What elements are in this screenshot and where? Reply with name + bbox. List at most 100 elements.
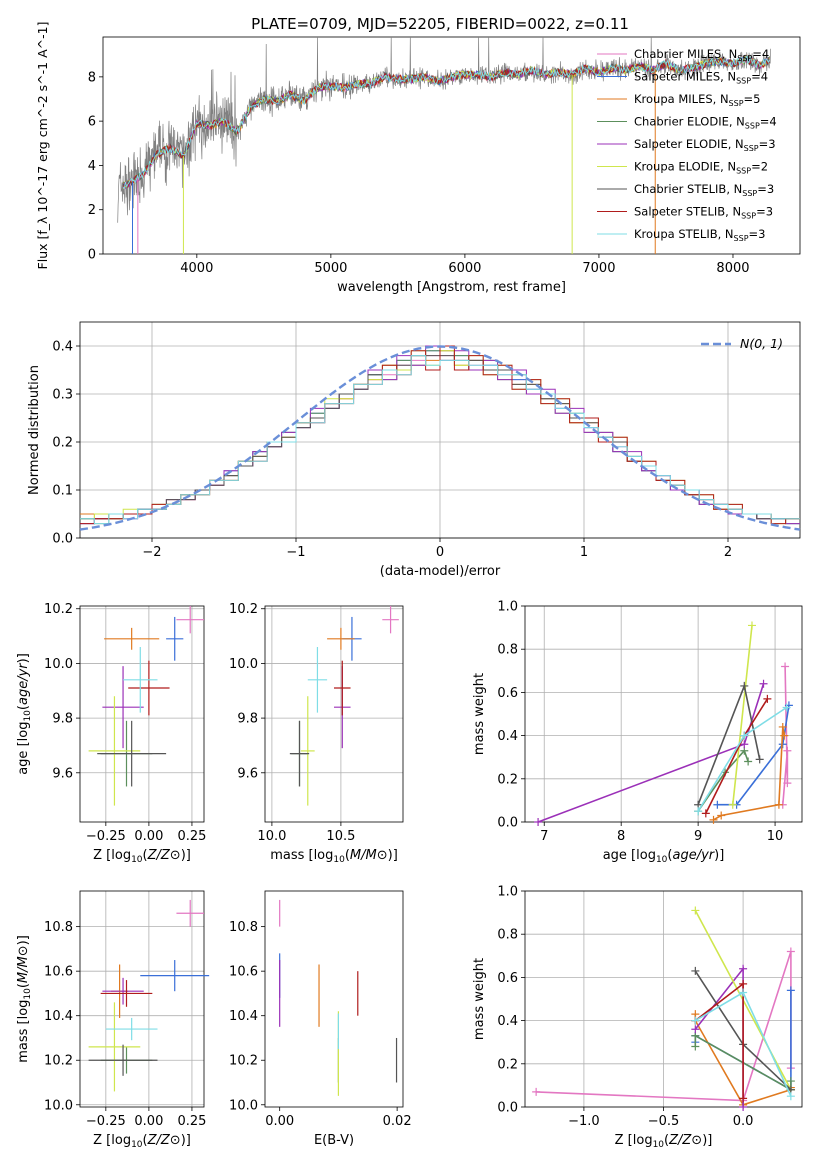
weight-marker-kroupa-elodie <box>691 906 700 915</box>
y-tick-label: 0.0 <box>52 532 73 547</box>
x-tick-label: 7 <box>540 829 548 844</box>
weight-marker-chabrier-stelib <box>755 755 764 764</box>
x-tick-label: 0.02 <box>383 1114 412 1129</box>
y-tick-label: 8 <box>88 70 96 85</box>
x-tick-label: 1 <box>580 545 588 560</box>
y-tick-label: 10.4 <box>44 1009 73 1024</box>
y-tick-label: 1.0 <box>497 600 518 615</box>
weight-marker-chabrier-miles <box>781 662 790 671</box>
y-tick-label: 6 <box>88 115 96 130</box>
y-tick-label: 9.8 <box>52 712 73 727</box>
x-tick-label: 9 <box>694 829 702 844</box>
weight-marker-chabrier-miles <box>786 947 795 956</box>
y-axis-label: Flux [f_λ 10^-17 erg cm^-2 s^-1 A^-1] <box>35 22 50 270</box>
x-tick-label: 10 <box>767 829 784 844</box>
weight-line-chabrier-elodie <box>697 749 749 812</box>
weight-marker-chabrier-elodie <box>744 757 753 766</box>
x-tick-label: −0.25 <box>86 829 126 844</box>
legend-label: Salpeter MILES, NSSP=4 <box>634 70 768 86</box>
y-tick-label: 0.0 <box>497 816 518 831</box>
x-tick-label: 0.00 <box>265 1114 294 1129</box>
weight-marker-kroupa-miles <box>717 811 726 820</box>
mass-weight-panel: 7 8 9 10 0.0 0.2 0.4 0.6 0.8 1.0 age [log10(age/yr… <box>472 600 803 865</box>
legend-label: Chabrier STELIB, NSSP=3 <box>634 182 774 198</box>
x-axis-label: mass [log10(M/M⊙)] <box>270 848 398 865</box>
y-axis-label: mass weight <box>472 673 487 755</box>
x-tick-label: 0.25 <box>177 1114 206 1129</box>
legend-label: Kroupa ELODIE, NSSP=2 <box>634 160 768 176</box>
weight-marker-salpeter-stelib <box>763 694 772 703</box>
y-tick-label: 10.0 <box>44 1098 73 1113</box>
y-tick-label: 0.6 <box>497 971 518 986</box>
weight-marker-chabrier-stelib <box>740 681 749 690</box>
x-tick-label: 8000 <box>716 261 749 276</box>
x-tick-label: 0.0 <box>733 1114 754 1129</box>
plot-frame <box>79 321 801 539</box>
x-tick-label: −1 <box>286 545 305 560</box>
weight-marker-chabrier-elodie <box>691 1042 700 1051</box>
x-axis-label: Z [log10(Z/Z⊙)] <box>615 1133 713 1150</box>
weight-marker-salpeter-stelib <box>739 1094 748 1103</box>
x-tick-label: 7000 <box>582 261 615 276</box>
legend-label: Salpeter ELODIE, NSSP=3 <box>634 137 776 153</box>
weight-marker-salpeter-elodie <box>739 964 748 973</box>
x-tick-label: −2 <box>142 545 161 560</box>
weight-marker-salpeter-elodie <box>739 1103 748 1111</box>
x-axis-label: age [log10(age/yr)] <box>603 848 725 865</box>
y-tick-label: 10.6 <box>44 965 73 980</box>
spectrum-panel: 4000 5000 6000 7000 8000 0 2 4 6 8 wavelength [Ang… <box>35 22 801 295</box>
legend-label: Kroupa STELIB, NSSP=3 <box>634 227 765 243</box>
legend-label: Chabrier ELODIE, NSSP=4 <box>634 115 777 131</box>
y-tick-label: 0.6 <box>497 686 518 701</box>
x-tick-label: 6000 <box>448 261 481 276</box>
weight-line-kroupa-elodie <box>732 625 753 805</box>
x-tick-label: 0.25 <box>177 829 206 844</box>
weight-marker-kroupa-elodie <box>747 621 756 630</box>
y-tick-label: 2 <box>88 203 96 218</box>
y-tick-label: 9.6 <box>237 766 258 781</box>
plot-frame <box>524 890 803 1108</box>
spectrum-model-line <box>122 54 771 188</box>
y-tick-label: 10.0 <box>229 657 258 672</box>
y-tick-label: 10.2 <box>44 1054 73 1069</box>
plot-frame <box>264 605 404 823</box>
errorbar-panel: 10.0 10.5 9.6 9.8 10.0 10.2 mass [log10(M/M⊙)] <box>229 602 404 865</box>
weight-marker-salpeter-stelib <box>739 979 748 988</box>
y-tick-label: 0.8 <box>497 928 518 943</box>
weight-marker-chabrier-elodie <box>786 1077 795 1086</box>
y-tick-label: 10.8 <box>44 920 73 935</box>
x-tick-label: −0.25 <box>86 1114 126 1129</box>
y-tick-label: 0.0 <box>497 1101 518 1116</box>
histogram-step-kroupa-stelib <box>80 355 800 525</box>
x-tick-label: 10.5 <box>326 829 355 844</box>
x-axis-label: Z [log10(Z/Z⊙)] <box>93 1133 191 1150</box>
weight-marker-salpeter-stelib <box>701 809 710 818</box>
x-tick-label: 4000 <box>180 261 213 276</box>
plot-frame <box>524 605 803 823</box>
legend-label: Chabrier MILES, NSSP=4 <box>634 47 769 63</box>
y-tick-label: 0.2 <box>497 772 518 787</box>
weight-marker-kroupa-stelib <box>782 703 791 712</box>
y-tick-label: 10.4 <box>229 1009 258 1024</box>
y-tick-label: 0.4 <box>52 340 73 355</box>
weight-marker-kroupa-stelib <box>691 1016 700 1025</box>
weight-marker-kroupa-stelib <box>786 1092 795 1101</box>
weight-marker-kroupa-stelib <box>694 807 703 816</box>
plot-frame <box>102 36 801 255</box>
errorbar-panel: −0.25 0.00 0.25 9.6 9.8 10.0 10.2 Z [log10(Z/Z⊙… <box>16 602 206 865</box>
weight-marker-kroupa-stelib <box>739 988 748 997</box>
weight-marker-kroupa-miles <box>778 722 787 731</box>
x-tick-label: 2 <box>724 545 732 560</box>
mass-weight-panel: −1.0 −0.5 0.0 0.0 0.2 0.4 0.6 0.8 1.0 Z [log10(Z/… <box>472 885 803 1150</box>
weight-marker-chabrier-miles <box>783 779 792 788</box>
y-tick-label: 10.2 <box>229 1054 258 1069</box>
x-axis-label: Z [log10(Z/Z⊙)] <box>93 848 191 865</box>
plot-frame <box>264 890 404 1108</box>
weight-marker-chabrier-miles <box>532 1087 541 1096</box>
x-tick-label: 0 <box>436 545 444 560</box>
y-tick-label: 0.2 <box>52 436 73 451</box>
x-axis-label: E(B-V) <box>314 1133 354 1148</box>
y-tick-label: 10.2 <box>44 602 73 617</box>
y-tick-label: 1.0 <box>497 885 518 900</box>
